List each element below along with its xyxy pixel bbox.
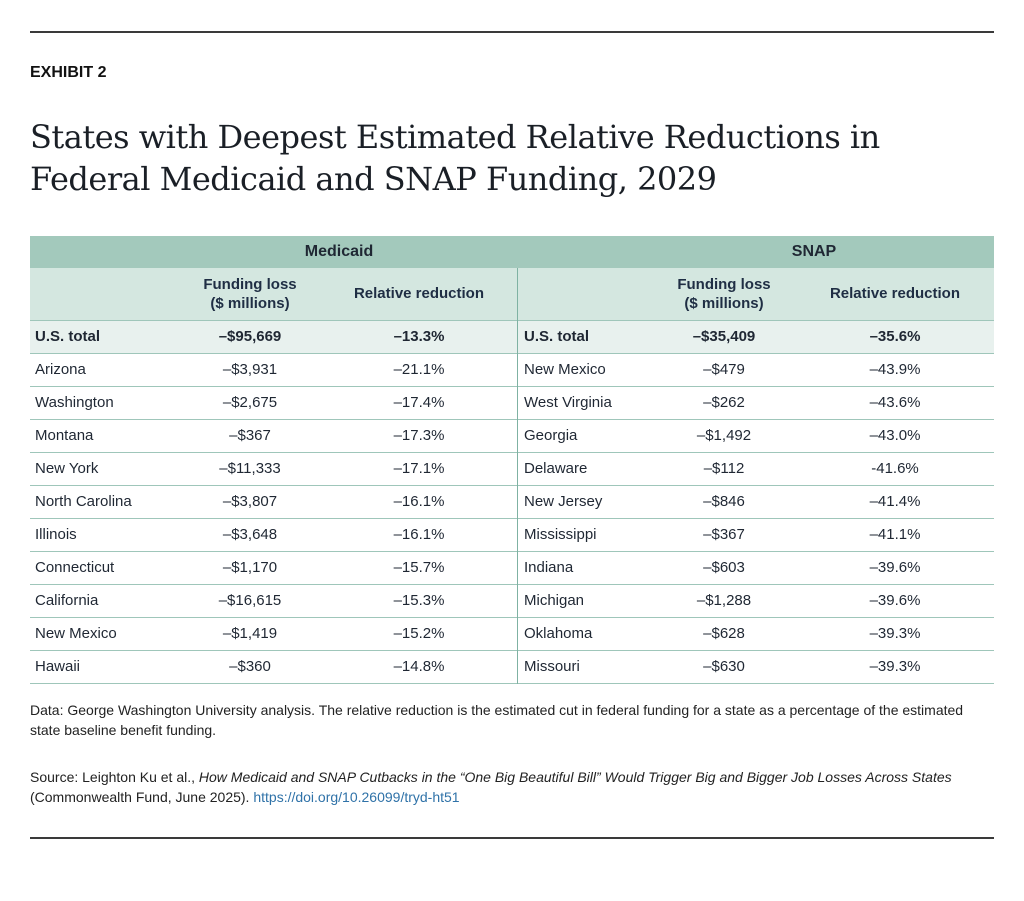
cell-medicaid-loss: –$360 — [229, 658, 271, 675]
cell-snap-relative: –43.6% — [869, 394, 921, 411]
cell-state: Arizona — [35, 361, 86, 378]
cell-medicaid-loss: –$3,931 — [222, 361, 278, 378]
cell-snap-relative: –43.0% — [869, 427, 921, 444]
cell-medicaid-relative: –16.1% — [393, 493, 445, 510]
cell-snap-loss: –$112 — [703, 460, 745, 477]
cell-state: New Mexico — [35, 625, 117, 642]
total-medicaid-loss: –$95,669 — [218, 328, 282, 345]
cell-snap-relative: –39.3% — [869, 658, 921, 675]
cell-medicaid-relative: –17.4% — [393, 394, 445, 411]
source-link[interactable]: https://doi.org/10.26099/tryd-ht51 — [253, 789, 460, 805]
total-label: U.S. total — [35, 328, 101, 345]
group-header-medicaid: Medicaid — [304, 243, 374, 260]
source-suffix: (Commonwealth Fund, June 2025). — [30, 789, 254, 805]
cell-snap-loss: –$628 — [703, 625, 745, 642]
cell-snap-state: Georgia — [524, 427, 578, 444]
cell-snap-relative: –39.6% — [869, 592, 921, 609]
table-row: Washington –$2,675 –17.4% West Virginia –$26… — [30, 387, 994, 420]
table-row: Illinois –$3,648 –16.1% Mississippi –$367 –41… — [30, 519, 994, 552]
source-note: Source: Leighton Ku et al., How Medicaid… — [30, 767, 994, 807]
cell-snap-loss: –$367 — [703, 526, 745, 543]
data-note: Data: George Washington University analy… — [30, 702, 964, 738]
cell-medicaid-loss: –$367 — [229, 427, 271, 444]
total-snap-label: U.S. total — [524, 328, 590, 345]
cell-medicaid-relative: –15.7% — [393, 559, 445, 576]
cell-snap-state: Missouri — [524, 658, 580, 675]
cell-snap-relative: –39.3% — [869, 625, 921, 642]
cell-state: Montana — [35, 427, 94, 444]
cell-snap-state: Oklahoma — [524, 625, 593, 642]
total-snap-loss: –$35,409 — [692, 328, 756, 345]
cell-snap-state: Mississippi — [524, 526, 597, 543]
cell-medicaid-relative: –17.3% — [393, 427, 445, 444]
cell-state: Hawaii — [35, 658, 81, 675]
cell-medicaid-relative: –15.3% — [393, 592, 445, 609]
cell-state: California — [35, 592, 99, 609]
table-row: Hawaii –$360 –14.8% Missouri –$630 –39.3% — [30, 651, 994, 684]
cell-medicaid-loss: –$3,807 — [222, 493, 278, 510]
total-medicaid-relative: –13.3% — [393, 328, 445, 345]
bottom-rule — [30, 837, 994, 839]
table-row: Connecticut –$1,170 –15.7% Indiana –$603 –39.… — [30, 552, 994, 585]
cell-state: Washington — [35, 394, 114, 411]
cell-medicaid-loss: –$3,648 — [222, 526, 278, 543]
cell-snap-loss: –$630 — [703, 658, 745, 675]
col-header-medicaid-relative: Relative reduction — [353, 285, 485, 302]
cell-medicaid-relative: –15.2% — [393, 625, 445, 642]
table-row: California –$16,615 –15.3% Michigan –$1,288 –… — [30, 585, 994, 618]
total-snap-relative: –35.6% — [869, 328, 921, 345]
table-row: New Mexico –$1,419 –15.2% Oklahoma –$628 –39.… — [30, 618, 994, 651]
cell-snap-relative: –41.1% — [869, 526, 921, 543]
cell-snap-loss: –$479 — [703, 361, 745, 378]
table-row: Arizona –$3,931 –21.1% New Mexico –$479 –43.9… — [30, 354, 994, 387]
cell-snap-loss: –$1,492 — [696, 427, 752, 444]
cell-state: Illinois — [35, 526, 77, 543]
group-header-row: Medicaid SNAP — [30, 236, 994, 268]
page-title: States with Deepest Estimated Relative R… — [30, 118, 880, 198]
cell-snap-state: West Virginia — [524, 394, 612, 411]
cell-snap-state: Michigan — [524, 592, 585, 609]
cell-snap-loss: –$603 — [703, 559, 745, 576]
cell-snap-state: Indiana — [524, 559, 574, 576]
cell-snap-loss: –$262 — [703, 394, 745, 411]
cell-snap-relative: –41.4% — [869, 493, 921, 510]
cell-medicaid-loss: –$16,615 — [218, 592, 282, 609]
cell-state: New York — [35, 460, 99, 477]
col-header-snap-relative: Relative reduction — [829, 285, 961, 302]
cell-state: Connecticut — [35, 559, 115, 576]
source-title: How Medicaid and SNAP Cutbacks in the “O… — [198, 769, 952, 785]
cell-medicaid-relative: –21.1% — [393, 361, 445, 378]
exhibit-label: EXHIBIT 2 — [30, 64, 107, 81]
source-prefix: Source: Leighton Ku et al., — [30, 769, 199, 785]
table-row: Montana –$367 –17.3% Georgia –$1,492 –43.0% — [30, 420, 994, 453]
top-rule — [30, 31, 994, 33]
table-row: North Carolina –$3,807 –16.1% New Jersey –$8… — [30, 486, 994, 519]
cell-snap-state: Delaware — [524, 460, 588, 477]
group-header-snap: SNAP — [791, 243, 837, 260]
total-row: U.S. total –$95,669 –13.3% U.S. total –$… — [30, 321, 994, 354]
cell-medicaid-loss: –$1,170 — [222, 559, 278, 576]
cell-medicaid-loss: –$1,419 — [222, 625, 278, 642]
cell-medicaid-loss: –$11,333 — [219, 460, 281, 477]
table-row: New York –$11,333 –17.1% Delaware –$112 -41.6… — [30, 453, 994, 486]
cell-medicaid-relative: –17.1% — [393, 460, 445, 477]
col-header-medicaid-funding: Funding loss ($ millions) — [203, 276, 297, 312]
cell-medicaid-loss: –$2,675 — [222, 394, 278, 411]
cell-snap-state: New Jersey — [524, 493, 603, 510]
col-header-snap-funding: Funding loss ($ millions) — [677, 276, 771, 312]
column-header-row: Funding loss ($ millions) Relative reduc… — [30, 268, 994, 321]
cell-snap-relative: –39.6% — [869, 559, 921, 576]
cell-snap-loss: –$846 — [703, 493, 745, 510]
column-divider — [517, 268, 518, 684]
cell-snap-relative: -41.6% — [871, 460, 919, 477]
cell-medicaid-relative: –14.8% — [393, 658, 445, 675]
cell-snap-relative: –43.9% — [869, 361, 921, 378]
cell-snap-loss: –$1,288 — [696, 592, 752, 609]
cell-snap-state: New Mexico — [524, 361, 606, 378]
data-table: Medicaid SNAP Funding loss ($ millions) … — [30, 236, 994, 684]
cell-medicaid-relative: –16.1% — [393, 526, 445, 543]
cell-state: North Carolina — [35, 493, 132, 510]
